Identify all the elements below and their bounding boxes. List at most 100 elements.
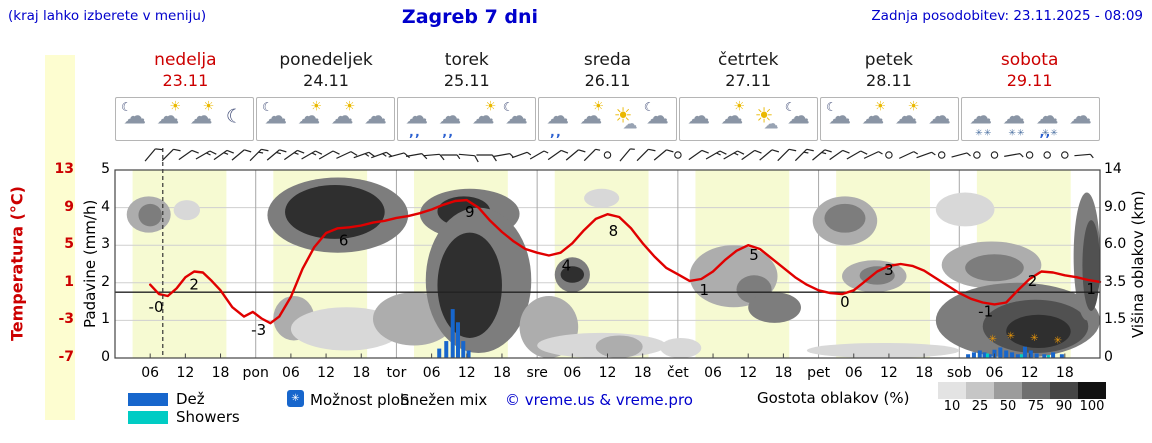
rain-legend-label: Dež <box>176 390 205 408</box>
density-tick-label: 100 <box>1079 399 1105 414</box>
x-axis-day-label: pet <box>807 365 831 381</box>
cloud-icon: ☁ <box>687 103 711 130</box>
x-axis-hour-label: 12 <box>458 365 476 381</box>
rain-bar <box>977 350 982 358</box>
rain-bar <box>982 352 987 358</box>
cloud-sun-icon: ☀ ☁ <box>156 99 182 130</box>
density-tick-label: 50 <box>999 399 1017 414</box>
temp-tick-label: 13 <box>54 161 74 177</box>
x-axis-day-label: čet <box>667 365 689 381</box>
x-axis-hour-label: 06 <box>986 365 1004 381</box>
rain-bar <box>987 354 992 358</box>
wind-barb-icon <box>583 148 601 162</box>
day-name: sreda <box>583 50 632 70</box>
icon-cell-petek: ☾ ☁ ☀ ☁ ☀ ☁ ☁ <box>820 97 959 141</box>
x-axis-hour-label: 12 <box>1021 365 1039 381</box>
precip-tick-label: 2 <box>101 273 110 290</box>
cloud-patch <box>824 203 866 233</box>
icon-cell-četrtek: ☁ ☀ ☁ ☀ ☁ ☾ ☁ <box>679 97 818 141</box>
cloud-patch <box>1082 220 1100 311</box>
temperature-value-label: 3 <box>884 261 894 279</box>
day-date: 25.11 <box>443 71 490 91</box>
cloud-patch <box>285 185 385 239</box>
rain-bar <box>1010 352 1015 358</box>
wind-barb-icon <box>863 151 883 159</box>
wind-barb-icon <box>249 148 269 162</box>
rain-bar <box>444 341 449 358</box>
x-axis-hour-label: 06 <box>563 365 581 381</box>
precip-tick-label: 0 <box>101 349 110 365</box>
density-tick-label: 25 <box>971 399 989 414</box>
cloud-density-gradient: 10 25 50 75 90 100 <box>938 382 1106 414</box>
wind-barb-icon <box>511 151 532 159</box>
rain-bar <box>461 341 466 358</box>
snow-mix-marker: ✳ <box>1030 333 1038 344</box>
cloud-snow-icon: ☁ ✳✳ <box>1002 103 1026 139</box>
temperature-value-label: 5 <box>749 246 759 264</box>
wind-barb-icon <box>916 151 936 159</box>
wind-barb-icon <box>723 150 745 160</box>
wind-barb-icon <box>619 148 635 162</box>
density-tick-label: 90 <box>1055 399 1073 414</box>
icon-cell-nedelja: ☾ ☁ ☀ ☁ ☀ ☁ ☾ <box>115 97 254 141</box>
cloud-height-tick-label: 0 <box>1104 349 1113 365</box>
x-axis-hour-label: 12 <box>599 365 617 381</box>
day-name: petek <box>864 50 914 70</box>
cloud-patch <box>595 335 643 358</box>
wind-barb-icon <box>741 149 762 161</box>
day-header-sobota: sobota 29.11 <box>959 50 1100 96</box>
chance-legend-label: Možnost ploh <box>310 391 410 409</box>
day-date: 28.11 <box>866 71 912 91</box>
rain-bar <box>455 322 460 358</box>
wind-barb-icon <box>885 151 893 159</box>
temperature-line <box>148 198 1102 325</box>
wind-barb-icon <box>213 149 234 161</box>
cloud-moon-icon: ☾ ☁ <box>643 100 669 130</box>
cloud-patch <box>584 188 620 208</box>
weather-icons-row: ☾ ☁ ☀ ☁ ☀ ☁ ☾ ☾ ☁ ☀ ☁ ☀ ☁ ☁ ☁ ‚‚ ☁ ‚‚ ☀ ☁ ☾ ☁ ☁ ‚‚ ☀ ☁ ☀ ☁ ☾ ☁ ☁ ☀ ☁ ☀ ☁ ☾ ☁… <box>115 97 1100 141</box>
cloud-snow-icon: ☁ ✳✳ <box>969 103 993 139</box>
cloud-moon-icon: ☾ ☁ <box>121 100 147 130</box>
cloud-patch <box>1006 314 1071 348</box>
temperature-value-label: 6 <box>339 231 349 249</box>
left-accent-strip <box>45 55 75 420</box>
temperature-value-label: 1 <box>1086 280 1096 298</box>
day-header-četrtek: četrtek 27.11 <box>678 50 819 96</box>
x-axis-hour-label: 06 <box>423 365 441 381</box>
wind-barb-icon <box>1074 153 1094 159</box>
wind-barb-icon <box>195 150 217 160</box>
shower-bar <box>1046 354 1050 358</box>
day-header-ponedeljek: ponedeljek 24.11 <box>256 50 397 96</box>
temp-tick-label: 5 <box>64 236 74 253</box>
copyright-link[interactable]: © vreme.us & vreme.pro <box>505 391 693 409</box>
temperature-value-label: -1 <box>978 302 993 320</box>
icon-cell-sobota: ☁ ✳✳ ☁ ✳✳ ☁ ‚‚ ✳✳ ☁ <box>961 97 1100 141</box>
precip-tick-label: 1 <box>101 311 110 328</box>
wind-barb-icon <box>547 149 569 161</box>
wind-barb-icon <box>388 152 410 159</box>
temp-tick-label: -7 <box>58 349 74 365</box>
x-axis-hour-label: 12 <box>739 365 757 381</box>
cloud-sun-icon: ☀ ☁ <box>720 99 746 130</box>
cloud-patch <box>138 203 162 227</box>
wind-barb-icon <box>705 150 727 160</box>
cloud-height-tick-label: 14 <box>1104 161 1122 177</box>
cloud-height-tick-label: 1.5 <box>1104 311 1127 328</box>
cloud-density-legend-label: Gostota oblakov (%) <box>757 389 910 407</box>
rain-bar <box>1015 354 1020 358</box>
rain-bar <box>998 347 1003 358</box>
precip-tick-label: 3 <box>101 236 110 253</box>
temp-tick-label: -3 <box>58 311 74 328</box>
cloud-sun-icon: ☀ ☁ <box>297 99 323 130</box>
cloud-height-tick-label: 3.5 <box>1104 273 1127 290</box>
temperature-value-label: 9 <box>465 203 475 221</box>
cloud-patch <box>935 192 995 227</box>
temperature-value-label: -3 <box>251 321 266 339</box>
wind-barb-icon <box>829 149 850 161</box>
day-date: 27.11 <box>725 71 772 91</box>
wind-barb-icon <box>674 151 682 159</box>
wind-barb-icon <box>1004 153 1024 158</box>
shower-bar <box>985 353 989 358</box>
wind-barb-icon <box>458 153 479 163</box>
